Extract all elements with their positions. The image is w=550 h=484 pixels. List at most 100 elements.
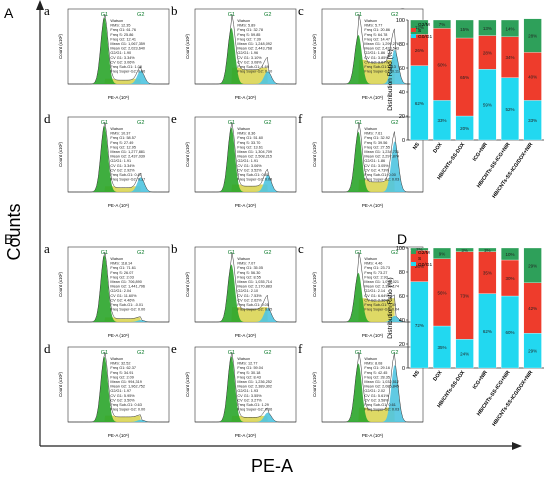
stats-line: Freq S: 33.70 xyxy=(237,141,260,145)
figure-xlabel: PE-A xyxy=(251,456,293,476)
g2-peak xyxy=(255,174,280,192)
stats-line: CV G2: 3.58% xyxy=(364,398,389,402)
legend-label: G0/G1 xyxy=(418,262,432,268)
hist-frame xyxy=(194,346,297,423)
stats-line: Watson xyxy=(237,127,250,131)
bar-category-label: HB/CNTs-SS-ICG/DOX+NIR xyxy=(491,142,534,200)
hist-ylabel: Count (x10²) xyxy=(58,371,63,397)
stats-line: Freq S: 34.91 xyxy=(110,371,133,375)
stats-line: CV G1: 5.95% xyxy=(110,394,135,398)
hist-xlabel: PE-A (10⁶) xyxy=(362,433,384,438)
stats-line: Watson xyxy=(237,19,250,23)
g1-gate-label: G1 xyxy=(228,120,235,126)
stats-line: Freq G2: 7.39 xyxy=(237,37,260,41)
stats-line: Freq S: 42.45 xyxy=(364,371,387,375)
bar-y-tick-label: 20 xyxy=(399,114,405,120)
bar-segment xyxy=(478,19,497,36)
bar-data-label: 34% xyxy=(505,55,514,60)
stats-line: Mean G1: 1,035,714 xyxy=(237,280,272,284)
g1-peak xyxy=(219,27,244,84)
g1-gate-label: G1 xyxy=(101,12,108,18)
hist-panel-letter: a xyxy=(44,3,50,18)
g2-gate-label: G2 xyxy=(137,350,144,356)
hist-panel-letter: f xyxy=(298,341,303,356)
hist-frame xyxy=(67,246,170,323)
stats-line: CV G1: 3.10% xyxy=(237,56,262,60)
bar-category-label: ICG+NIR xyxy=(472,141,489,162)
legend-label: G2/M xyxy=(418,250,430,256)
bar-segment xyxy=(433,247,451,259)
bar-data-label: 28% xyxy=(483,50,492,55)
bar-data-label: 35% xyxy=(483,271,492,276)
stats-line: Mean G1: 706,890 xyxy=(110,280,141,284)
bar-y-tick-label: 60 xyxy=(399,294,405,300)
g1-peak xyxy=(92,254,117,322)
stats-line: Watson xyxy=(110,257,123,261)
stats-line: Freq Sub-G1: 0.13 xyxy=(364,65,395,69)
stats-line: Freq Sub-G1: 1.29 xyxy=(237,403,268,407)
histogram-outline xyxy=(322,352,423,423)
stats-line: Freq G2: 2.09 xyxy=(110,375,133,379)
stats-line: Freq Super-G2: 0.04 xyxy=(364,308,399,312)
stats-line: RMS: 118.14 xyxy=(110,262,132,266)
stats-line: Watson xyxy=(364,127,377,131)
bar-data-label: 35% xyxy=(437,345,446,350)
bar-data-label: 26% xyxy=(415,48,424,53)
stats-line: G2/G1: 1.86 xyxy=(364,159,385,163)
histogram-outline xyxy=(195,352,296,423)
stats-line: Mean G1: 1,248,092 xyxy=(237,42,272,46)
stats-line: Freq S: 25.86 xyxy=(110,33,133,37)
stats-line: Mean G1: 1,032,512 xyxy=(364,380,399,384)
hist-xlabel: PE-A (10⁶) xyxy=(362,95,384,100)
bar-segment xyxy=(433,19,451,29)
bar-data-label: 24% xyxy=(460,352,469,357)
hist-ylabel: Count (x10²) xyxy=(312,33,317,59)
hist-xlabel: PE-A (10⁶) xyxy=(235,95,257,100)
bar-data-label: 40% xyxy=(528,74,537,79)
stats-line: Watson xyxy=(110,19,123,23)
g2-peak xyxy=(255,71,280,84)
stats-line: Freq G1: 59.04 xyxy=(237,366,263,370)
bar-data-label: 62% xyxy=(483,329,492,334)
g2-peak xyxy=(382,364,407,422)
hist-frame xyxy=(67,346,170,423)
stats-line: Freq Super-G2: 0.00 xyxy=(110,308,145,312)
stats-line: Freq G2: 13.61 xyxy=(237,145,263,149)
legend-swatch xyxy=(411,22,416,26)
stats-line: RMS: 12.35 xyxy=(110,24,130,28)
g1-gate-label: G1 xyxy=(355,250,362,256)
stats-line: Mean G2: 2,023,640 xyxy=(110,47,145,51)
hist-ylabel: Count (x10²) xyxy=(312,271,317,297)
bar-y-tick-label: 80 xyxy=(399,42,405,48)
hist-frame xyxy=(321,346,424,423)
stats-line: CV G1: 11.60% xyxy=(110,294,137,298)
hist-xlabel: PE-A (10⁶) xyxy=(108,95,130,100)
histogram-outline xyxy=(68,14,169,85)
stats-line: Mean G2: 1,441,796 xyxy=(110,285,145,289)
stats-line: RMS: 5.77 xyxy=(364,24,382,28)
g1-peak xyxy=(92,125,117,192)
histogram-outline xyxy=(322,252,423,323)
bar-segment xyxy=(501,19,519,37)
stats-line: Watson xyxy=(237,357,250,361)
hist-xlabel: PE-A (10⁶) xyxy=(235,203,257,208)
stats-line: Mean G2: 2,085,845 xyxy=(364,385,399,389)
bar-category-label: DOX xyxy=(432,141,444,154)
stats-line: CV G1: 3.34% xyxy=(110,56,135,60)
stats-line: RMS: 5.89 xyxy=(237,24,255,28)
hist-ylabel: Count (x10²) xyxy=(185,141,190,167)
hist-ylabel: Count (x10²) xyxy=(185,33,190,59)
stats-line: CV G2: 3.67% xyxy=(364,60,389,64)
stats-line: Watson xyxy=(110,357,123,361)
stats-line: Watson xyxy=(110,127,123,131)
stats-line: Freq Sub-G1: 0.05 xyxy=(237,303,268,307)
histogram-outline xyxy=(322,122,423,193)
bar-data-label: 7% xyxy=(439,22,446,27)
bar-data-label: 13% xyxy=(483,26,492,31)
g2-gate-label: G2 xyxy=(264,120,271,126)
bar-data-label: 29% xyxy=(528,349,537,354)
stats-line: Freq S: 64.78 xyxy=(364,33,387,37)
